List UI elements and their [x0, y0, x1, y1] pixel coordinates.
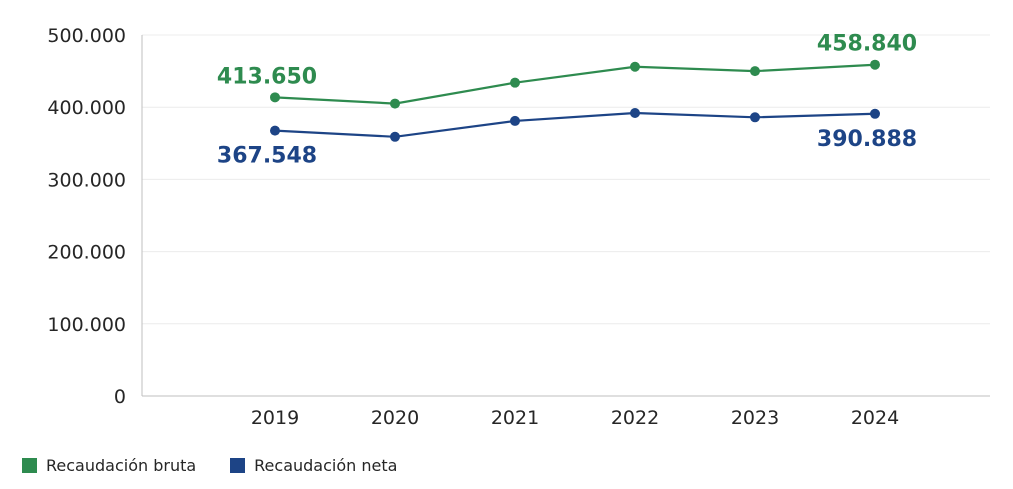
y-tick-labels: 0 100.000 200.000 300.000 400.000 500.000 — [47, 25, 126, 408]
data-point[interactable] — [750, 66, 760, 77]
legend: Recaudación bruta Recaudación neta — [22, 456, 431, 475]
legend-label-bruta: Recaudación bruta — [46, 456, 197, 475]
series-line — [274, 111, 876, 138]
x-tick-label: 2020 — [371, 407, 419, 429]
y-tick-label: 0 — [114, 386, 126, 408]
data-point[interactable] — [270, 125, 280, 136]
gridlines — [142, 34, 990, 325]
y-tick-label: 500.000 — [47, 25, 126, 47]
data-point[interactable] — [270, 92, 280, 103]
series-lines — [270, 59, 880, 142]
series-line — [274, 63, 876, 105]
x-tick-label: 2023 — [731, 407, 779, 429]
data-label: 413.650 — [217, 64, 317, 89]
data-label: 458.840 — [817, 32, 917, 57]
legend-swatch-neta — [230, 458, 246, 473]
data-point[interactable] — [870, 59, 880, 70]
data-point[interactable] — [630, 61, 640, 72]
legend-item-bruta[interactable]: Recaudación bruta — [22, 456, 196, 475]
axes — [141, 35, 990, 397]
data-point[interactable] — [510, 115, 520, 126]
data-point[interactable] — [510, 77, 520, 88]
x-tick-label: 2022 — [611, 407, 659, 429]
x-tick-label: 2021 — [491, 407, 539, 429]
data-label: 367.548 — [217, 144, 317, 169]
data-point[interactable] — [390, 98, 400, 109]
x-tick-label: 2024 — [851, 407, 899, 429]
y-tick-label: 100.000 — [47, 314, 126, 336]
legend-swatch-bruta — [22, 458, 37, 473]
y-tick-label: 300.000 — [47, 169, 126, 191]
legend-item-neta[interactable]: Recaudación neta — [230, 456, 397, 475]
data-point[interactable] — [870, 108, 880, 119]
line-chart: 0 100.000 200.000 300.000 400.000 500.000 201… — [47, 25, 990, 429]
data-labels: 413.650 458.840 367.548 390.888 — [217, 32, 917, 169]
data-label: 390.888 — [817, 127, 917, 152]
data-point[interactable] — [630, 107, 640, 118]
y-tick-label: 200.000 — [47, 242, 126, 264]
x-tick-labels: 2019 2020 2021 2022 2023 2024 — [251, 407, 899, 429]
y-tick-label: 400.000 — [47, 97, 126, 119]
data-point[interactable] — [390, 131, 400, 142]
legend-label-neta: Recaudación neta — [254, 456, 398, 475]
data-point[interactable] — [750, 112, 760, 123]
x-tick-label: 2019 — [251, 407, 299, 429]
